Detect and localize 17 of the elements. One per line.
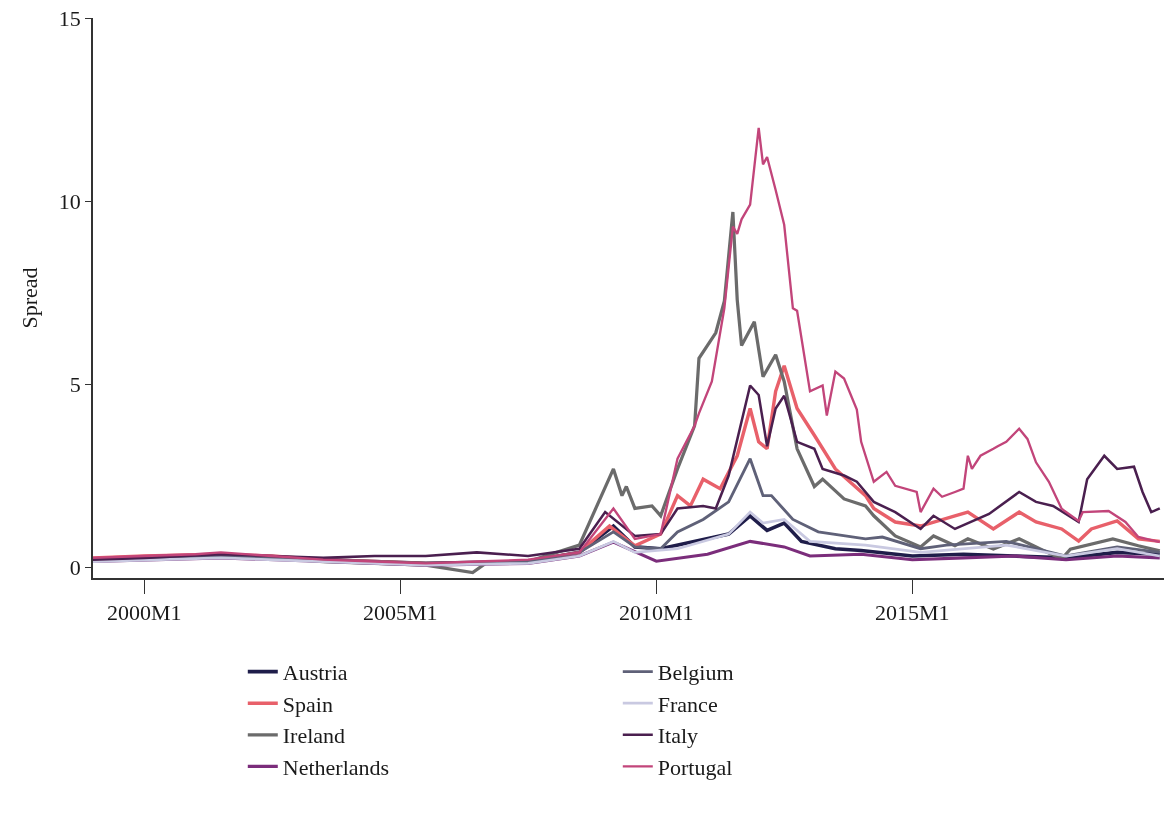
y-tick-label: 5 bbox=[69, 371, 81, 397]
x-tick-label: 2010M1 bbox=[619, 600, 694, 626]
legend-label: Austria bbox=[282, 660, 348, 686]
legend-label: Italy bbox=[657, 723, 699, 749]
y-tick-label: 10 bbox=[58, 188, 81, 214]
x-tick-label: 2000M1 bbox=[106, 600, 182, 626]
x-tick-label: 2015M1 bbox=[875, 600, 950, 626]
legend-label: Ireland bbox=[282, 723, 346, 749]
y-axis-title: Spread bbox=[17, 267, 43, 329]
legend-label: Belgium bbox=[657, 660, 734, 686]
x-tick-label: 2005M1 bbox=[363, 600, 438, 626]
legend-label: Spain bbox=[282, 691, 333, 717]
legend-label: Netherlands bbox=[282, 754, 390, 780]
legend-label: France bbox=[657, 691, 718, 717]
y-tick-label: 0 bbox=[69, 554, 81, 580]
legend-label: Portugal bbox=[657, 754, 733, 780]
y-tick-label: 15 bbox=[58, 5, 81, 31]
